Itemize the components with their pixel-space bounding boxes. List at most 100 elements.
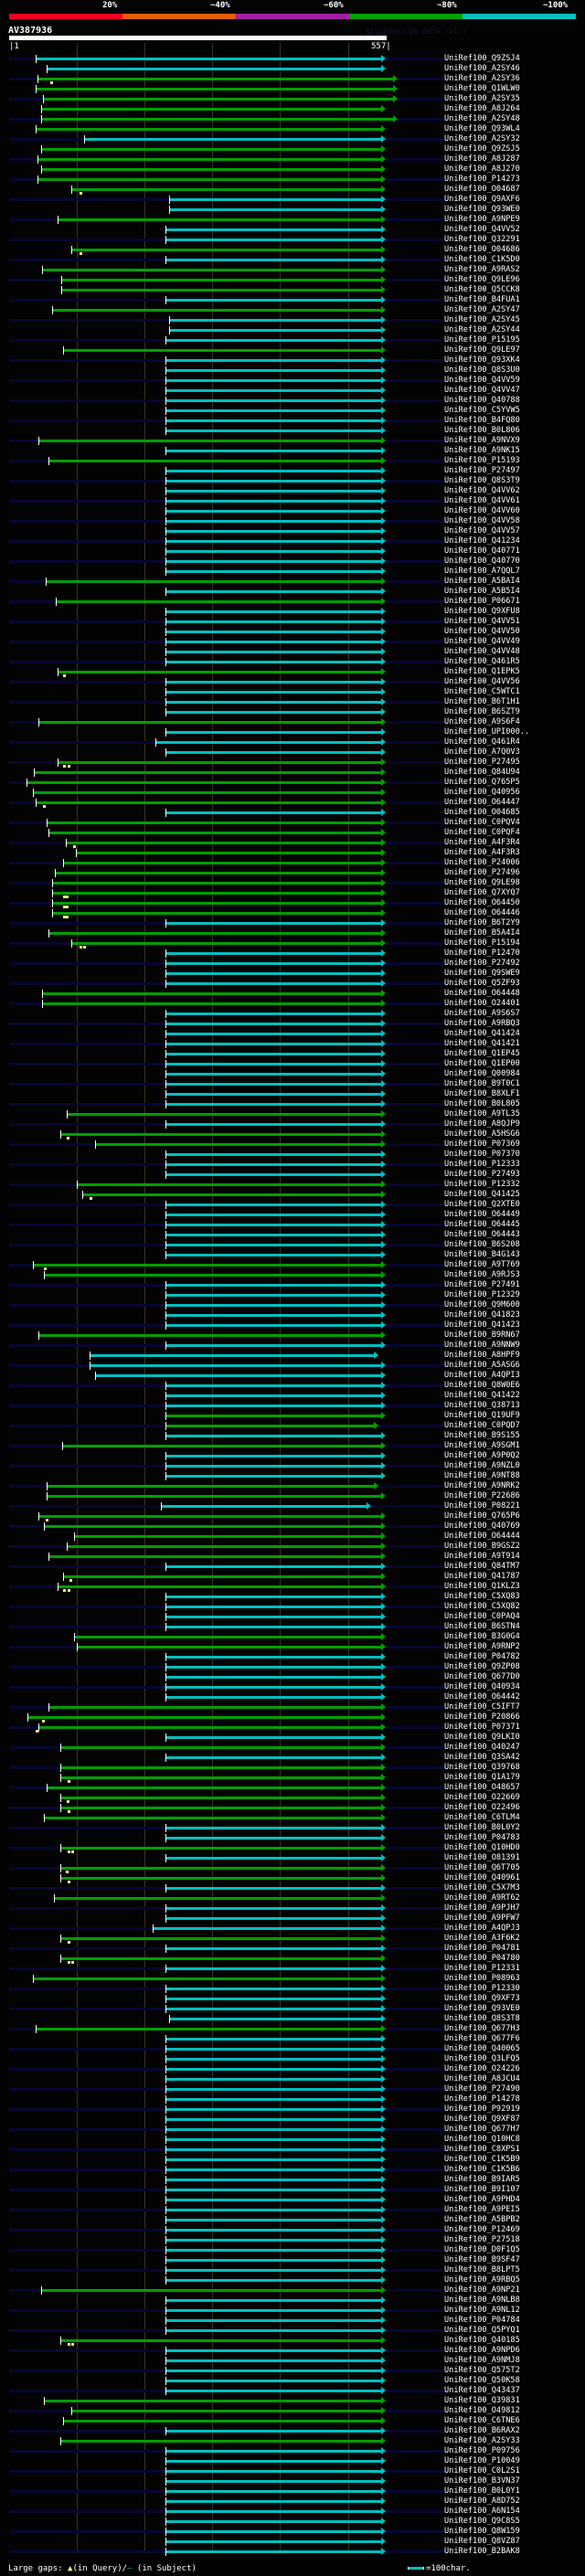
- hit-label[interactable]: UniRef100_B6RAX2: [444, 2426, 520, 2435]
- hit-label[interactable]: UniRef100_A9RAS2: [444, 265, 520, 274]
- alignment-bar[interactable]: [60, 1797, 381, 1799]
- hit-label[interactable]: UniRef100_Q38713: [444, 1401, 520, 1410]
- alignment-bar[interactable]: [60, 1877, 381, 1880]
- hit-row[interactable]: UniRef100_Q40788: [0, 396, 585, 406]
- hit-row[interactable]: UniRef100_Q41423: [0, 1320, 585, 1330]
- hit-label[interactable]: UniRef100_P27497: [444, 466, 520, 475]
- hit-row[interactable]: UniRef100_O64450: [0, 898, 585, 908]
- hit-row[interactable]: UniRef100_A2SY33: [0, 2436, 585, 2446]
- hit-label[interactable]: UniRef100_A9NVX9: [444, 436, 520, 445]
- hit-row[interactable]: UniRef100_D0F1Q5: [0, 2245, 585, 2255]
- hit-row[interactable]: UniRef100_Q9LE98: [0, 878, 585, 888]
- hit-label[interactable]: UniRef100_Q93XK4: [444, 355, 520, 365]
- hit-label[interactable]: UniRef100_O64445: [444, 1220, 520, 1229]
- hit-row[interactable]: UniRef100_Q93WL4: [0, 124, 585, 134]
- hit-row[interactable]: UniRef100_Q32291: [0, 235, 585, 245]
- hit-label[interactable]: UniRef100_Q4VV62: [444, 486, 520, 495]
- alignment-bar[interactable]: [52, 309, 381, 312]
- hit-label[interactable]: UniRef100_Q4VV51: [444, 617, 520, 626]
- hit-row[interactable]: UniRef100_A9NP21: [0, 2285, 585, 2295]
- hit-label[interactable]: UniRef100_B9IAR5: [444, 2175, 520, 2184]
- alignment-bar[interactable]: [77, 1183, 381, 1186]
- alignment-bar[interactable]: [36, 2028, 381, 2030]
- alignment-bar[interactable]: [161, 1505, 367, 1508]
- hit-label[interactable]: UniRef100_B6S208: [444, 1240, 520, 1249]
- hit-row[interactable]: UniRef100_B6T2Y9: [0, 918, 585, 928]
- hit-row[interactable]: UniRef100_Q1EPK5: [0, 667, 585, 677]
- alignment-bar[interactable]: [165, 510, 381, 513]
- hit-label[interactable]: UniRef100_Q1A179: [444, 1773, 520, 1782]
- alignment-bar[interactable]: [165, 1696, 381, 1699]
- alignment-bar[interactable]: [77, 1646, 381, 1648]
- hit-row[interactable]: UniRef100_P20866: [0, 1712, 585, 1723]
- hit-label[interactable]: UniRef100_Q9SWE9: [444, 969, 520, 978]
- hit-label[interactable]: UniRef100_A9T914: [444, 1552, 520, 1561]
- alignment-bar[interactable]: [48, 1706, 381, 1709]
- hit-row[interactable]: UniRef100_B9S155: [0, 1431, 585, 1441]
- hit-label[interactable]: UniRef100_Q4VV57: [444, 526, 520, 535]
- hit-row[interactable]: UniRef100_Q84TM7: [0, 1562, 585, 1572]
- alignment-bar[interactable]: [165, 1344, 381, 1347]
- hit-label[interactable]: UniRef100_B2BAK8: [444, 2547, 520, 2556]
- hit-label[interactable]: UniRef100_Q8W159: [444, 2527, 520, 2536]
- hit-label[interactable]: UniRef100_Q9M600: [444, 1300, 520, 1309]
- hit-label[interactable]: UniRef100_B9SF47: [444, 2255, 520, 2264]
- hit-label[interactable]: UniRef100_A9NPE9: [444, 215, 520, 224]
- hit-row[interactable]: UniRef100_Q40961: [0, 1873, 585, 1883]
- hit-label[interactable]: UniRef100_Q9LE98: [444, 878, 520, 887]
- hit-row[interactable]: UniRef100_A9NNW9: [0, 1341, 585, 1351]
- alignment-bar[interactable]: [44, 1274, 381, 1277]
- hit-label[interactable]: UniRef100_Q19UF9: [444, 1411, 520, 1420]
- hit-row[interactable]: UniRef100_Q40770: [0, 557, 585, 567]
- alignment-bar[interactable]: [165, 1153, 381, 1156]
- alignment-bar[interactable]: [165, 952, 381, 955]
- hit-label[interactable]: UniRef100_Q4VV52: [444, 225, 520, 234]
- alignment-bar[interactable]: [165, 490, 381, 493]
- alignment-bar[interactable]: [165, 2540, 381, 2543]
- hit-label[interactable]: UniRef100_P15195: [444, 335, 520, 345]
- hit-row[interactable]: UniRef100_A9S6F4: [0, 717, 585, 727]
- hit-row[interactable]: UniRef100_B9T0C1: [0, 1079, 585, 1089]
- alignment-bar[interactable]: [63, 2420, 381, 2422]
- alignment-bar[interactable]: [33, 1264, 381, 1267]
- hit-label[interactable]: UniRef100_Q9C8S5: [444, 2517, 520, 2526]
- hit-row[interactable]: UniRef100_B9RN67: [0, 1330, 585, 1341]
- hit-row[interactable]: UniRef100_P24006: [0, 858, 585, 868]
- hit-row[interactable]: UniRef100_O64447: [0, 798, 585, 808]
- hit-row[interactable]: UniRef100_Q41823: [0, 1310, 585, 1320]
- hit-label[interactable]: UniRef100_Q4VV47: [444, 386, 520, 395]
- alignment-bar[interactable]: [38, 1334, 381, 1337]
- hit-label[interactable]: UniRef100_Q9ZSJ4: [444, 54, 520, 63]
- alignment-bar[interactable]: [165, 661, 381, 663]
- alignment-bar[interactable]: [165, 1324, 381, 1327]
- alignment-bar[interactable]: [165, 419, 381, 422]
- hit-label[interactable]: UniRef100_C5XQ82: [444, 1602, 520, 1611]
- hit-label[interactable]: UniRef100_O22496: [444, 1803, 520, 1812]
- hit-row[interactable]: UniRef100_Q2XTE0: [0, 1200, 585, 1210]
- alignment-bar[interactable]: [165, 651, 381, 653]
- hit-row[interactable]: UniRef100_B9I107: [0, 2185, 585, 2195]
- alignment-bar[interactable]: [95, 1143, 381, 1146]
- hit-label[interactable]: UniRef100_Q41424: [444, 1029, 520, 1038]
- hit-row[interactable]: UniRef100_A9NVX9: [0, 436, 585, 446]
- hit-row[interactable]: UniRef100_Q8VZ87: [0, 2537, 585, 2547]
- hit-row[interactable]: UniRef100_A9PHD4: [0, 2195, 585, 2205]
- hit-label[interactable]: UniRef100_C5IFT7: [444, 1702, 520, 1712]
- alignment-bar[interactable]: [165, 1616, 381, 1618]
- hit-label[interactable]: UniRef100_Q9AXF6: [444, 195, 520, 204]
- alignment-bar[interactable]: [54, 1897, 381, 1900]
- hit-row[interactable]: UniRef100_P22686: [0, 1491, 585, 1501]
- hit-row[interactable]: UniRef100_Q40769: [0, 1521, 585, 1532]
- alignment-bar[interactable]: [36, 88, 393, 90]
- alignment-bar[interactable]: [165, 2008, 381, 2010]
- alignment-bar[interactable]: [165, 2229, 381, 2231]
- hit-row[interactable]: UniRef100_O48657: [0, 1783, 585, 1793]
- hit-row[interactable]: UniRef100_P07371: [0, 1723, 585, 1733]
- hit-row[interactable]: UniRef100_C5X7M3: [0, 1883, 585, 1893]
- alignment-bar[interactable]: [165, 480, 381, 482]
- hit-row[interactable]: UniRef100_B4FQ80: [0, 416, 585, 426]
- hit-label[interactable]: UniRef100_B9GSZ2: [444, 1542, 520, 1551]
- hit-row[interactable]: UniRef100_O81391: [0, 1853, 585, 1863]
- hit-row[interactable]: UniRef100_Q7XYQ7: [0, 888, 585, 898]
- hit-label[interactable]: UniRef100_Q5PYQ1: [444, 2326, 520, 2335]
